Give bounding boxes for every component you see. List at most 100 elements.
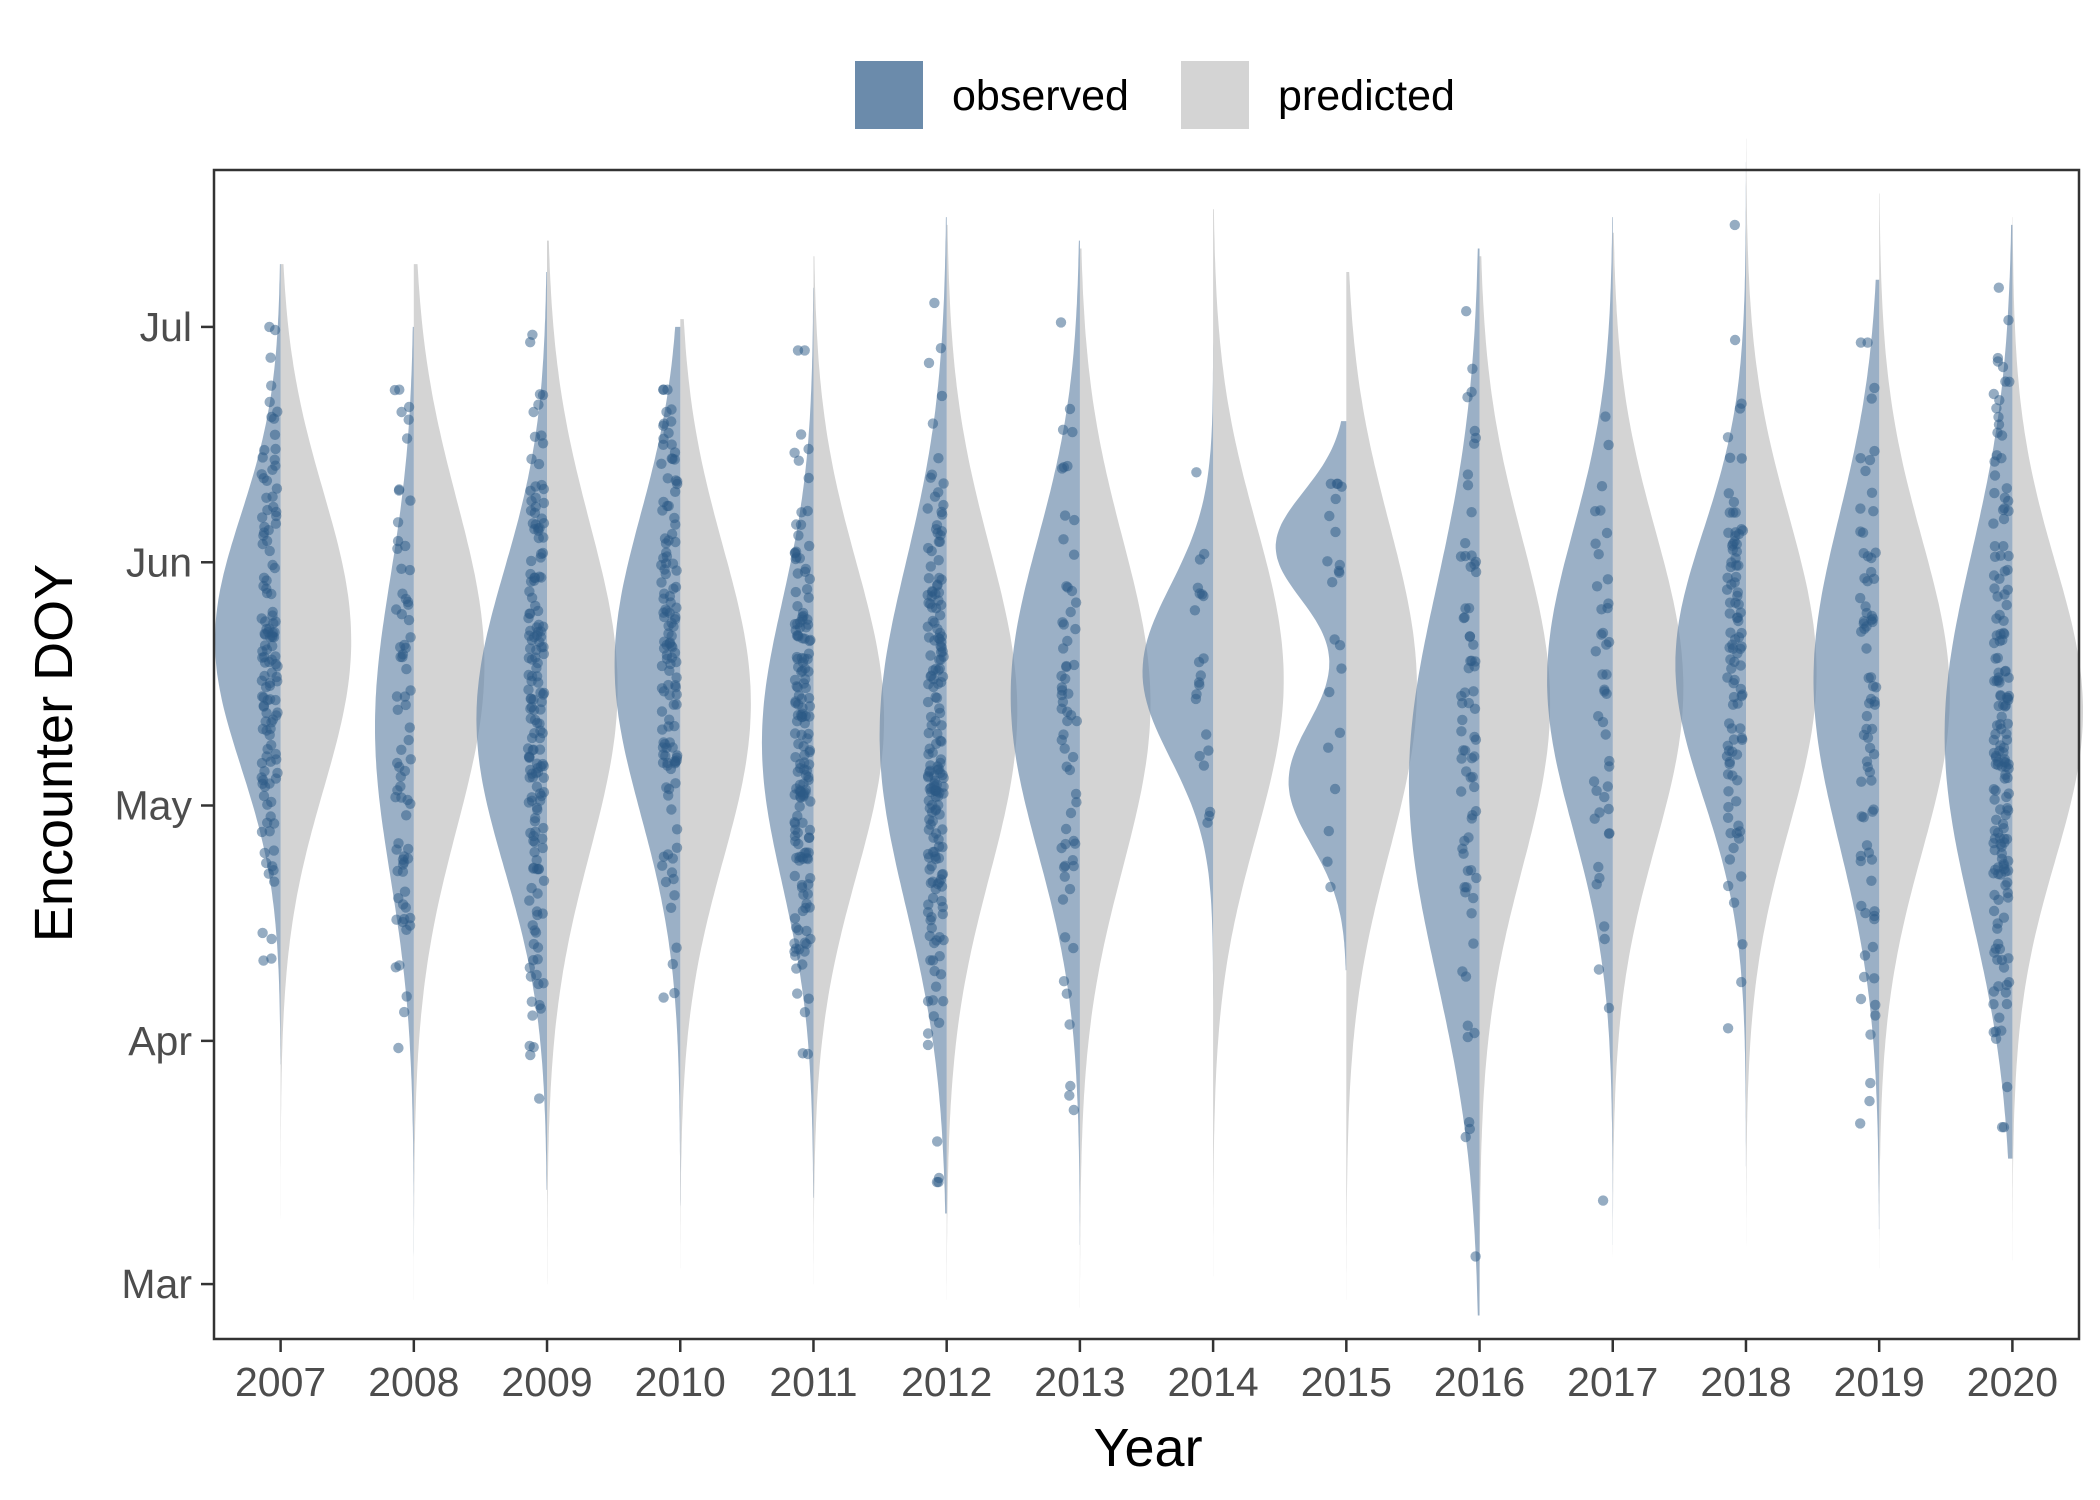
observation-point [1867, 806, 1878, 817]
observation-point [1994, 395, 2005, 406]
observation-point [533, 978, 544, 990]
observation-point [2002, 887, 2014, 899]
observation-point [664, 690, 675, 701]
observation-point [1998, 747, 2009, 758]
observation-point [938, 478, 949, 489]
observation-point [527, 772, 539, 783]
observation-point [930, 981, 942, 992]
observation-point [405, 754, 416, 765]
observation-point [1590, 506, 1601, 517]
observation-point [1602, 574, 1614, 585]
observation-point [1998, 627, 2009, 639]
observation-point [392, 704, 403, 715]
observation-point [1869, 973, 1880, 984]
observation-point [1866, 487, 1878, 498]
observation-point [400, 699, 411, 711]
points-2010 [656, 384, 683, 1003]
observation-point [658, 384, 669, 395]
observation-point [1870, 682, 1882, 693]
observation-point [396, 744, 407, 755]
observation-point [933, 853, 945, 864]
observation-point [803, 993, 814, 1004]
observation-point [526, 453, 537, 465]
observation-point [271, 671, 282, 683]
observation-point [1855, 1118, 1866, 1129]
observation-point [1061, 661, 1072, 673]
observation-point [1067, 426, 1078, 438]
observation-point [927, 418, 939, 429]
observation-point [2001, 791, 2012, 803]
observation-point [399, 765, 411, 777]
observation-point [258, 527, 270, 538]
observation-point [791, 681, 802, 692]
observation-point [1596, 629, 1607, 640]
observation-point [1456, 786, 1467, 797]
points-2012 [922, 297, 949, 1188]
observation-point [1998, 541, 2009, 552]
observation-point [804, 746, 815, 758]
observation-point [1725, 627, 1736, 638]
observation-point [261, 575, 272, 586]
observation-point [266, 953, 277, 964]
observation-point [933, 1172, 945, 1184]
observation-point [1866, 775, 1877, 786]
observation-point [531, 662, 542, 674]
violin-predicted-2016 [1479, 256, 1551, 1316]
observation-point [2000, 987, 2012, 998]
legend: observed predicted [855, 61, 1455, 129]
observation-point [794, 944, 805, 955]
observation-point [262, 799, 273, 810]
observation-point [1733, 632, 1745, 643]
observation-point [1059, 510, 1071, 521]
observation-point [793, 838, 804, 850]
observation-point [1870, 1010, 1881, 1021]
observation-point [530, 600, 541, 611]
observation-point [935, 343, 947, 354]
observation-point [934, 663, 945, 674]
observation-point [1996, 954, 2008, 966]
observation-point [524, 608, 535, 619]
observation-point [1068, 1104, 1080, 1116]
observation-point [933, 595, 944, 606]
observation-point [1866, 875, 1877, 886]
observation-point [264, 680, 276, 691]
observation-point [1070, 788, 1082, 800]
observation-point [1988, 986, 2000, 997]
observation-point [1468, 639, 1479, 650]
observation-point [1603, 1002, 1615, 1014]
observation-point [927, 892, 939, 904]
observation-point [1469, 751, 1480, 762]
observation-point [1855, 855, 1867, 867]
observation-point [928, 673, 939, 685]
observation-point [1865, 1077, 1876, 1089]
observation-point [793, 925, 804, 936]
observation-point [923, 632, 935, 643]
observation-point [1460, 538, 1471, 549]
observation-point [1993, 938, 2004, 950]
observation-point [1064, 883, 1076, 895]
observation-point [1995, 804, 2006, 815]
violin-observed-2013 [1010, 240, 1080, 1245]
observation-point [922, 770, 934, 782]
observation-point [533, 626, 544, 638]
observation-point [529, 925, 540, 936]
observation-point [791, 651, 803, 663]
observation-point [1866, 723, 1878, 735]
observation-point [663, 721, 674, 732]
observation-point [661, 782, 672, 793]
observation-point [1468, 938, 1479, 949]
observation-point [270, 748, 281, 760]
observation-point [1462, 392, 1473, 403]
violin-predicted-2012 [946, 224, 1018, 1300]
observation-point [658, 593, 669, 604]
observation-point [1866, 393, 1877, 404]
observation-point [1858, 812, 1869, 823]
observation-point [1600, 411, 1611, 422]
observation-point [538, 483, 549, 495]
y-axis: Mar Apr May Jun Jul [115, 304, 214, 1307]
points-2011 [789, 345, 816, 1060]
observation-point [530, 826, 541, 837]
observation-point [2001, 998, 2013, 1010]
observation-point [662, 473, 673, 484]
